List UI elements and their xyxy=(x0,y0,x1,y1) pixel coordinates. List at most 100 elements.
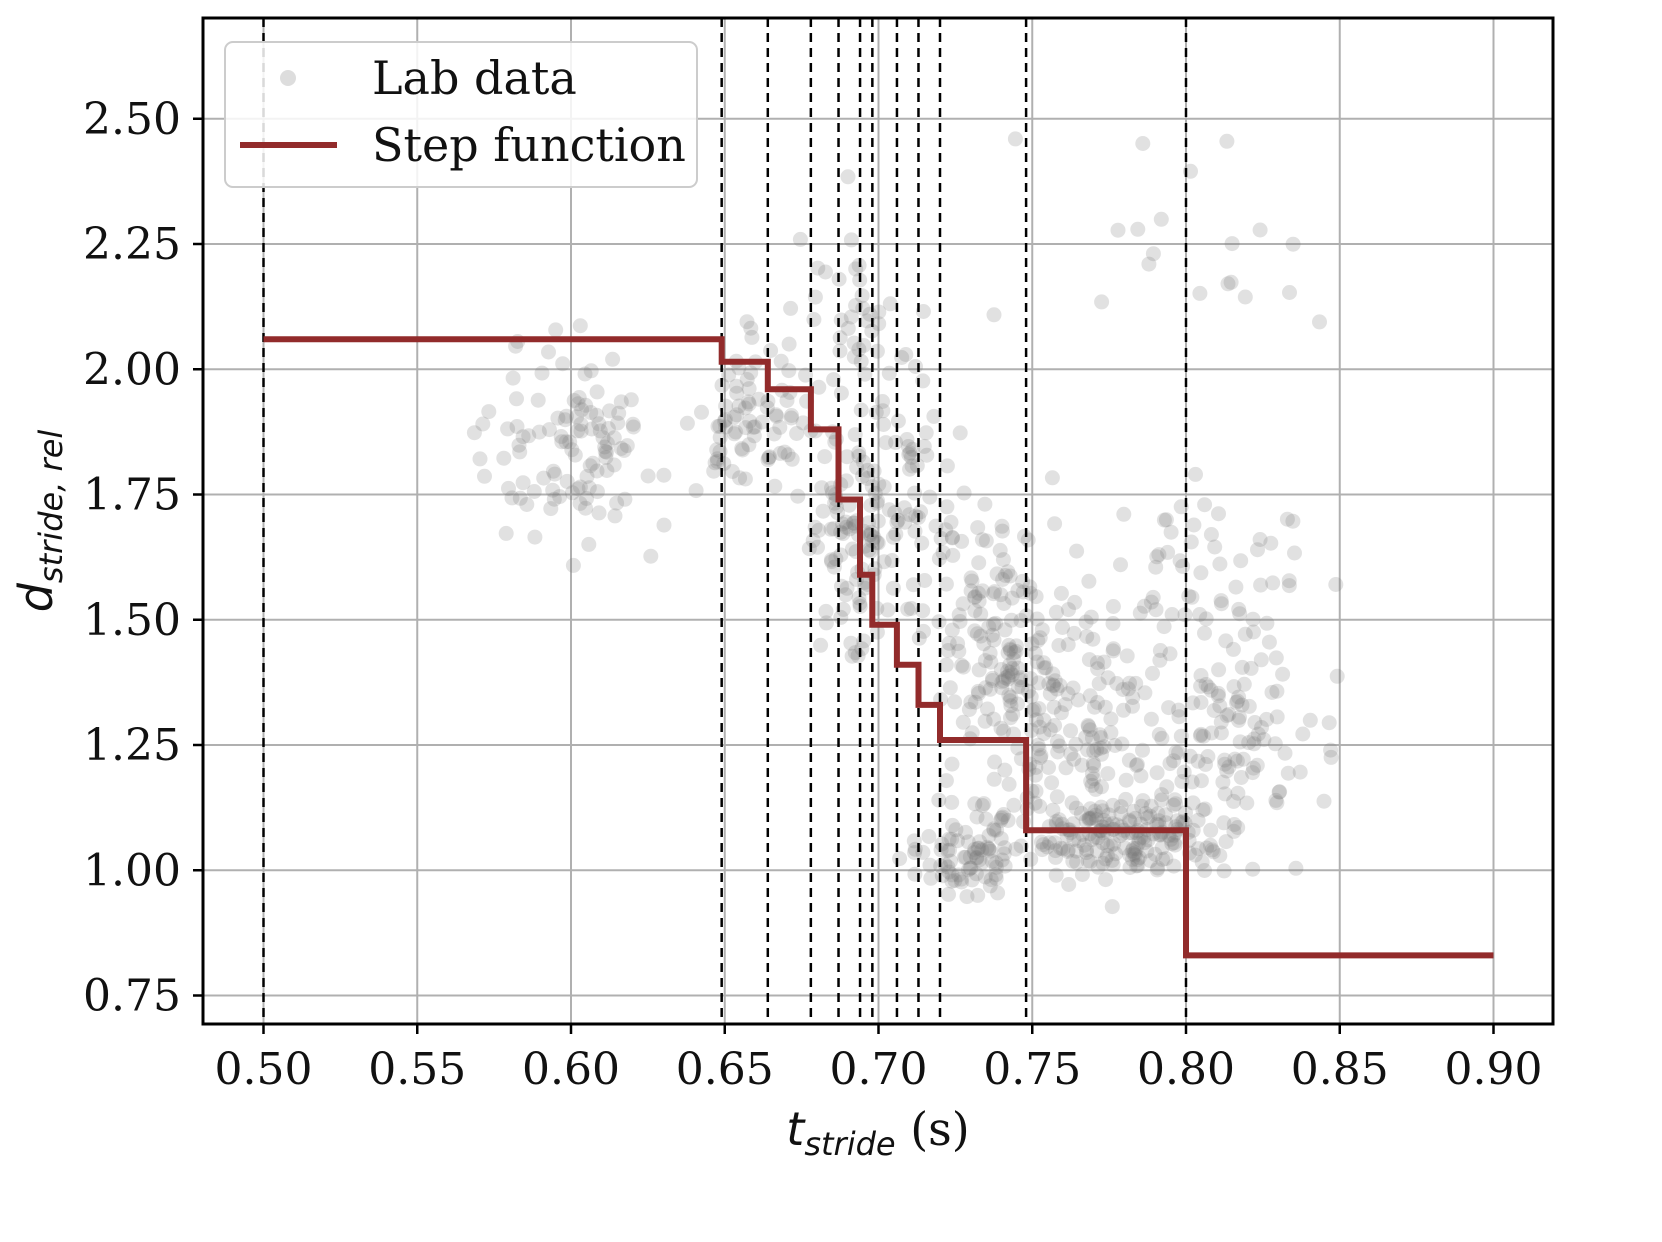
lab-data-point xyxy=(1323,742,1339,758)
lab-data-point xyxy=(1155,851,1171,867)
lab-data-point xyxy=(616,442,632,458)
lab-data-point xyxy=(1060,842,1076,858)
lab-data-point xyxy=(1231,689,1247,705)
lab-data-point xyxy=(881,502,897,518)
lab-data-point xyxy=(875,403,891,419)
lab-data-point xyxy=(570,481,586,497)
lab-data-point xyxy=(950,636,966,652)
lab-data-point xyxy=(966,845,982,861)
lab-data-point xyxy=(591,505,607,521)
lab-data-point xyxy=(743,320,759,336)
lab-data-point xyxy=(570,423,585,439)
lab-data-point xyxy=(1013,670,1029,686)
lab-data-point xyxy=(1149,549,1165,565)
lab-data-point xyxy=(1241,735,1257,751)
lab-data-point xyxy=(1005,706,1021,722)
lab-data-point xyxy=(990,885,1006,901)
lab-data-point xyxy=(1049,734,1065,749)
lab-data-point xyxy=(1116,702,1131,718)
lab-data-point xyxy=(1076,837,1092,853)
lab-data-point xyxy=(1211,506,1226,522)
lab-data-point xyxy=(1221,759,1237,775)
lab-data-point xyxy=(763,343,779,358)
lab-data-point xyxy=(969,809,985,825)
lab-data-point xyxy=(1225,641,1241,657)
lab-data-point xyxy=(1060,844,1076,859)
lab-data-point xyxy=(838,473,854,489)
lab-data-point xyxy=(1093,740,1109,756)
lab-data-point xyxy=(1237,289,1253,305)
lab-data-point xyxy=(1172,553,1188,569)
lab-data-point xyxy=(1203,527,1219,542)
lab-data-point xyxy=(1198,677,1214,692)
lab-data-point xyxy=(626,419,641,435)
lab-data-point xyxy=(1063,723,1078,739)
lab-data-point xyxy=(973,628,989,644)
lab-data-point xyxy=(1041,760,1056,775)
lab-data-point xyxy=(951,607,967,623)
lab-data-point xyxy=(940,843,956,858)
lab-data-point xyxy=(1282,285,1297,300)
lab-data-point xyxy=(1125,841,1141,856)
lab-data-point xyxy=(986,616,1002,632)
lab-data-point xyxy=(955,714,971,730)
lab-data-point xyxy=(1217,752,1233,768)
lab-data-point xyxy=(573,416,589,432)
lab-data-point xyxy=(1252,532,1268,547)
lab-data-point xyxy=(1128,840,1144,856)
lab-data-point xyxy=(1162,646,1178,662)
lab-data-point xyxy=(1149,765,1165,781)
y-tick-label: 2.50 xyxy=(83,94,181,145)
lab-data-point xyxy=(994,852,1010,868)
lab-data-point xyxy=(967,603,983,619)
lab-data-point xyxy=(947,694,963,710)
lab-data-point xyxy=(907,523,923,539)
lab-data-point xyxy=(1070,692,1086,708)
lab-data-point xyxy=(1250,726,1266,742)
lab-data-point xyxy=(1142,808,1158,824)
lab-data-point xyxy=(838,519,854,535)
x-tick-label: 0.60 xyxy=(522,1044,620,1095)
lab-data-point xyxy=(840,169,856,185)
lab-data-point xyxy=(1093,799,1109,815)
lab-data-point xyxy=(1277,745,1293,761)
lab-data-point xyxy=(840,320,856,336)
lab-data-point xyxy=(967,589,983,605)
lab-data-point xyxy=(656,467,672,483)
lab-data-point xyxy=(855,468,870,484)
lab-data-point xyxy=(1110,222,1126,238)
lab-data-point xyxy=(1212,556,1228,572)
lab-data-point xyxy=(1047,835,1063,851)
lab-data-point xyxy=(1158,807,1173,823)
lab-data-point xyxy=(1082,722,1098,738)
lab-data-point xyxy=(843,232,859,248)
lab-data-point xyxy=(1281,573,1297,589)
lab-data-point xyxy=(573,423,589,439)
lab-data-point xyxy=(731,398,747,414)
lab-data-point xyxy=(851,590,867,606)
lab-data-point xyxy=(981,619,997,635)
lab-data-point xyxy=(993,831,1009,847)
lab-data-point xyxy=(1008,644,1024,659)
lab-data-point xyxy=(541,422,557,438)
lab-data-point xyxy=(1224,236,1240,252)
lab-data-point xyxy=(993,587,1009,603)
lab-data-point xyxy=(737,400,753,416)
lab-data-point xyxy=(1114,736,1130,752)
lab-data-point xyxy=(944,831,960,847)
lab-data-point xyxy=(1131,850,1147,865)
lab-data-point xyxy=(564,485,580,501)
lab-data-point xyxy=(1066,831,1082,847)
grid-lines xyxy=(203,18,1553,1024)
lab-data-point xyxy=(679,415,695,431)
lab-data-point xyxy=(1193,678,1209,694)
lab-data-point xyxy=(1068,736,1084,752)
lab-data-point xyxy=(569,409,585,425)
lab-data-point xyxy=(1000,663,1016,679)
lab-data-point xyxy=(1154,840,1170,856)
lab-data-point xyxy=(805,533,821,548)
lab-data-point xyxy=(1103,725,1119,741)
lab-data-point xyxy=(1010,660,1026,676)
lab-data-point xyxy=(1226,679,1242,695)
lab-data-point xyxy=(599,435,615,451)
